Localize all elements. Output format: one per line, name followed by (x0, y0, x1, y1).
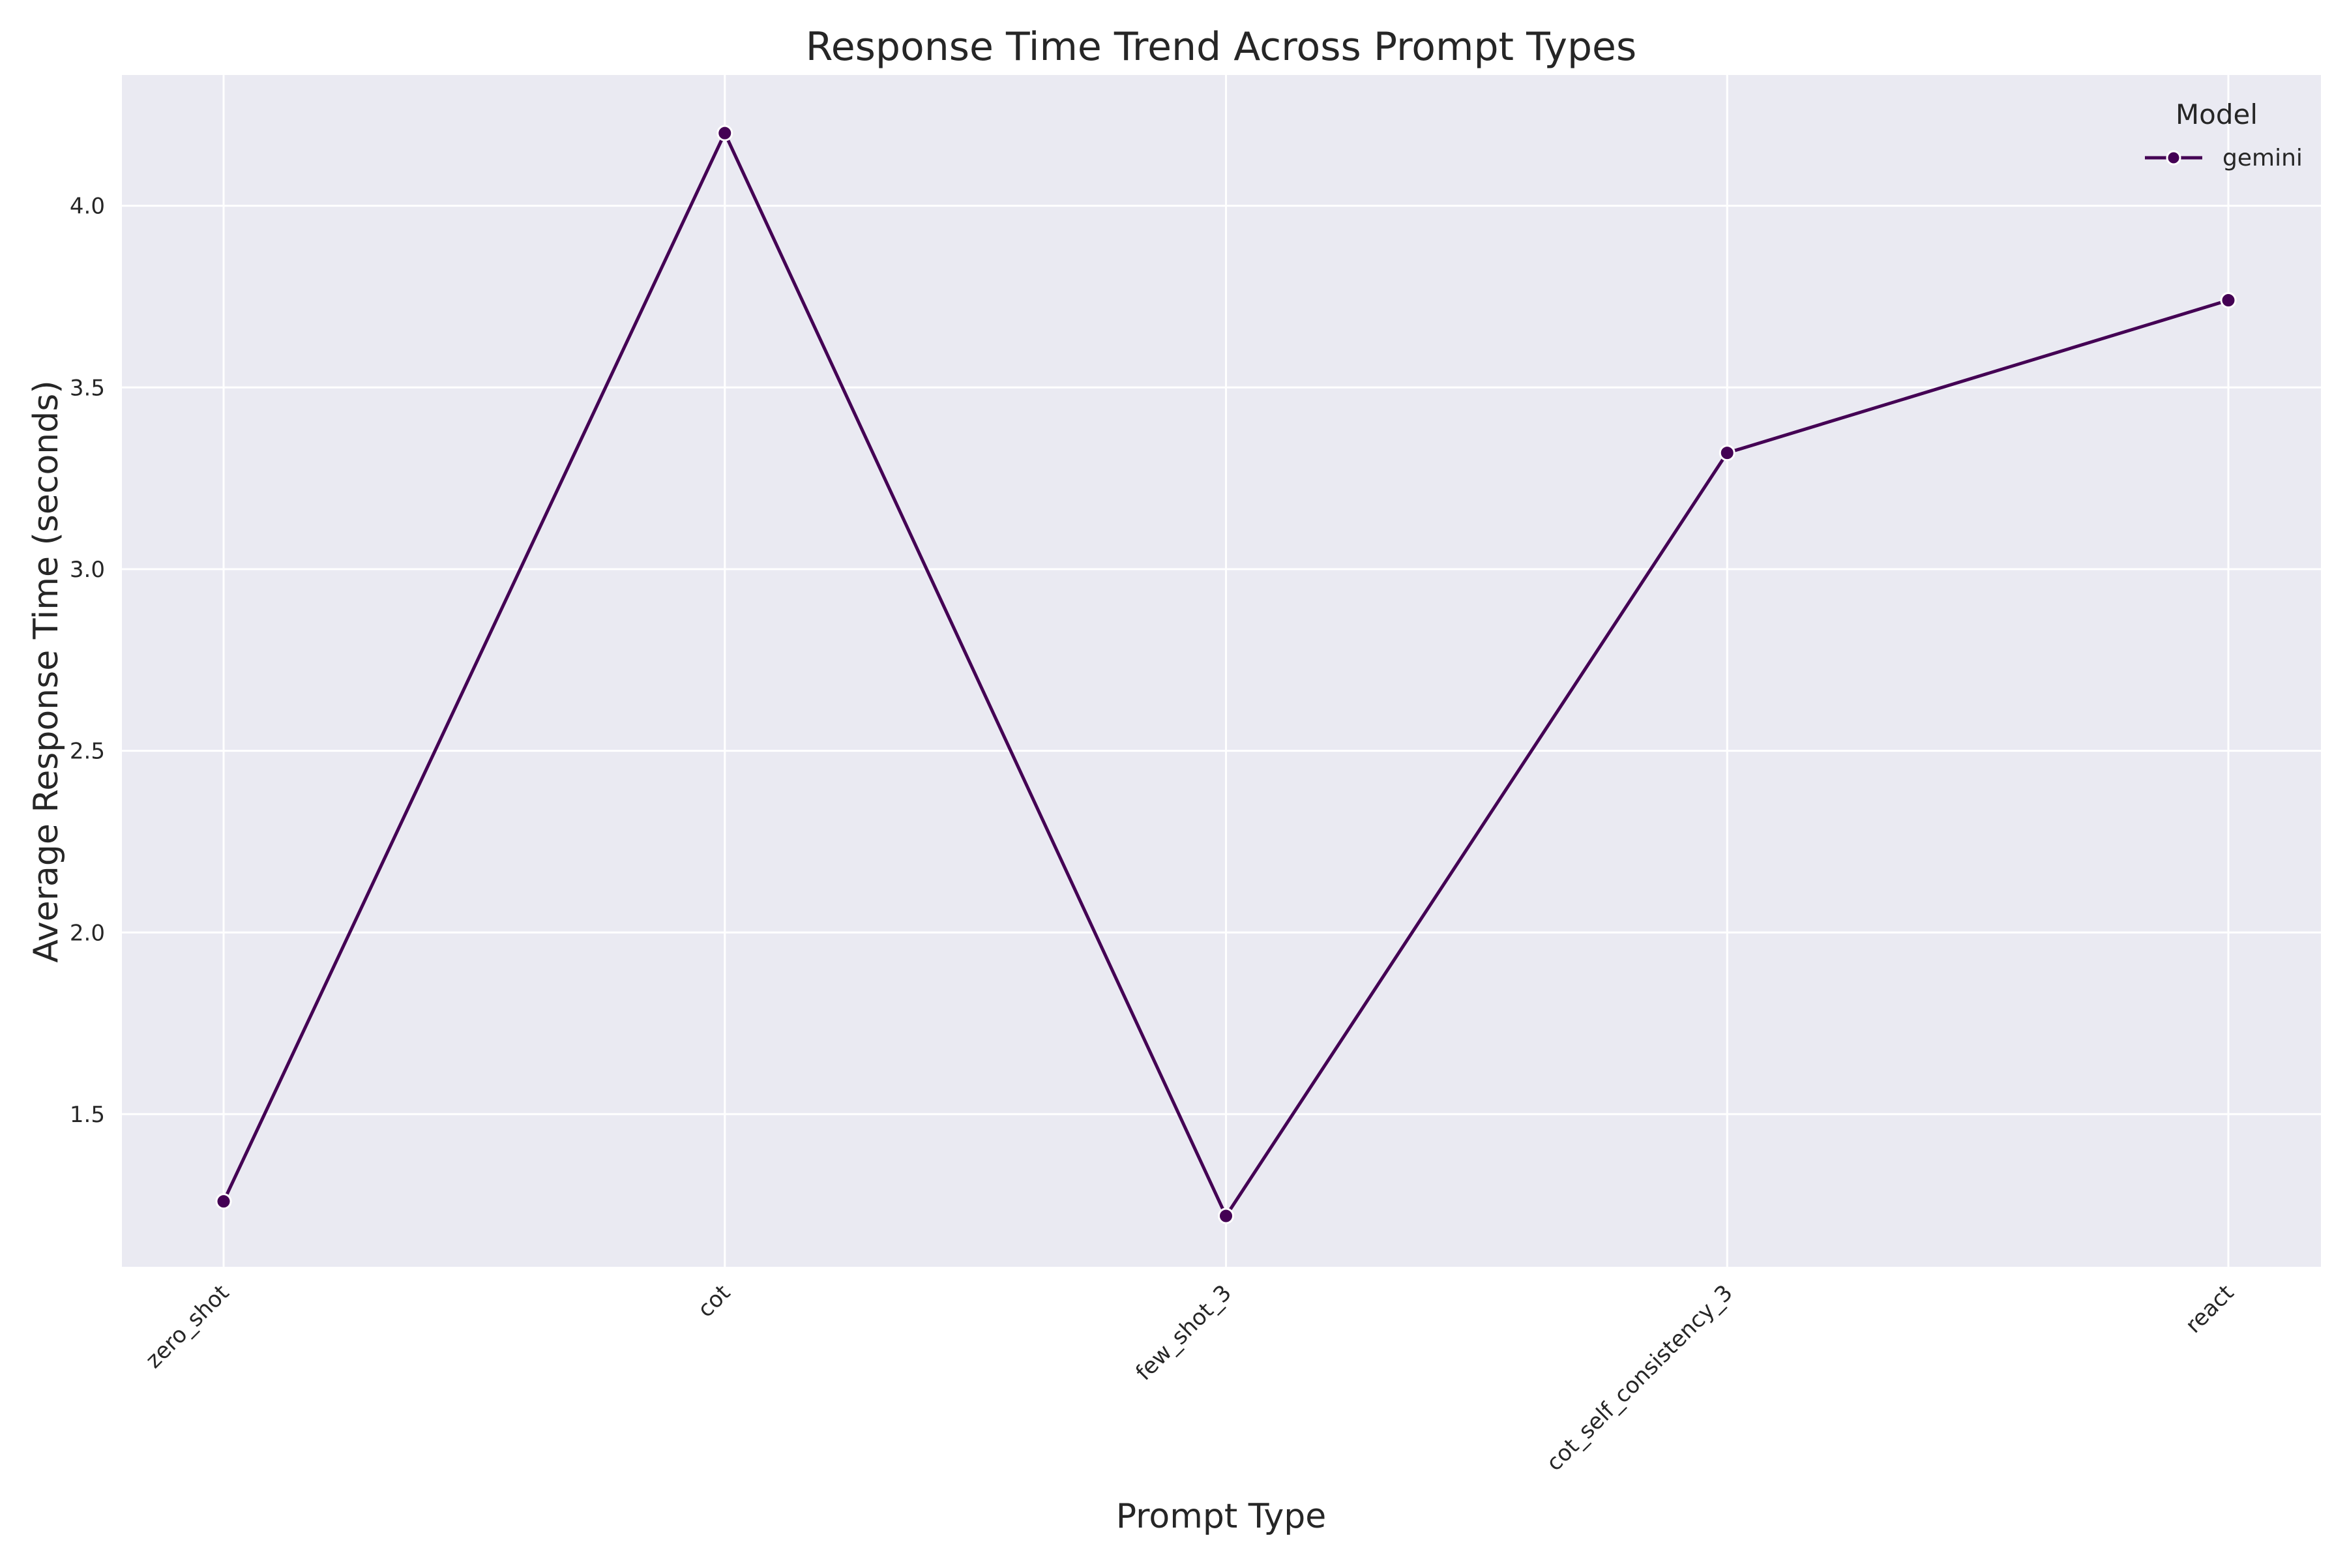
y-tick-labels: 1.5 2.0 2.5 3.0 3.5 4.0 (70, 194, 105, 1128)
legend-entry-label: gemini (2222, 145, 2303, 171)
y-tick-label: 2.0 (70, 920, 105, 946)
x-tick-label: cot (692, 1280, 735, 1323)
plot-area (122, 75, 2321, 1267)
x-axis-label: Prompt Type (1116, 1497, 1327, 1536)
legend-title: Model (2176, 98, 2258, 130)
data-point (1218, 1207, 1234, 1224)
x-tick-label: few_shot_3 (1130, 1280, 1236, 1385)
y-tick-label: 1.5 (70, 1102, 105, 1128)
x-tick-labels: zero_shot cot few_shot_3 cot_self_consisten… (141, 1280, 2239, 1476)
grid-lines (122, 75, 2321, 1267)
y-tick-label: 2.5 (70, 739, 105, 765)
series-layer (215, 125, 2237, 1224)
data-point (1719, 445, 1735, 462)
legend-point-marker (2166, 150, 2181, 166)
x-tick-label: react (2181, 1280, 2239, 1339)
data-point (716, 125, 733, 141)
x-tick-label: cot_self_consistency_3 (1541, 1280, 1737, 1476)
y-tick-label: 4.0 (70, 194, 105, 220)
data-point (2220, 292, 2237, 309)
y-axis-label: Average Response Time (seconds) (27, 380, 66, 962)
legend: Model gemini (2145, 98, 2303, 171)
y-tick-label: 3.5 (70, 375, 105, 401)
x-tick-label: zero_shot (141, 1280, 235, 1374)
data-point (215, 1193, 232, 1210)
y-tick-label: 3.0 (70, 557, 105, 583)
chart-title: Response Time Trend Across Prompt Types (806, 24, 1636, 70)
